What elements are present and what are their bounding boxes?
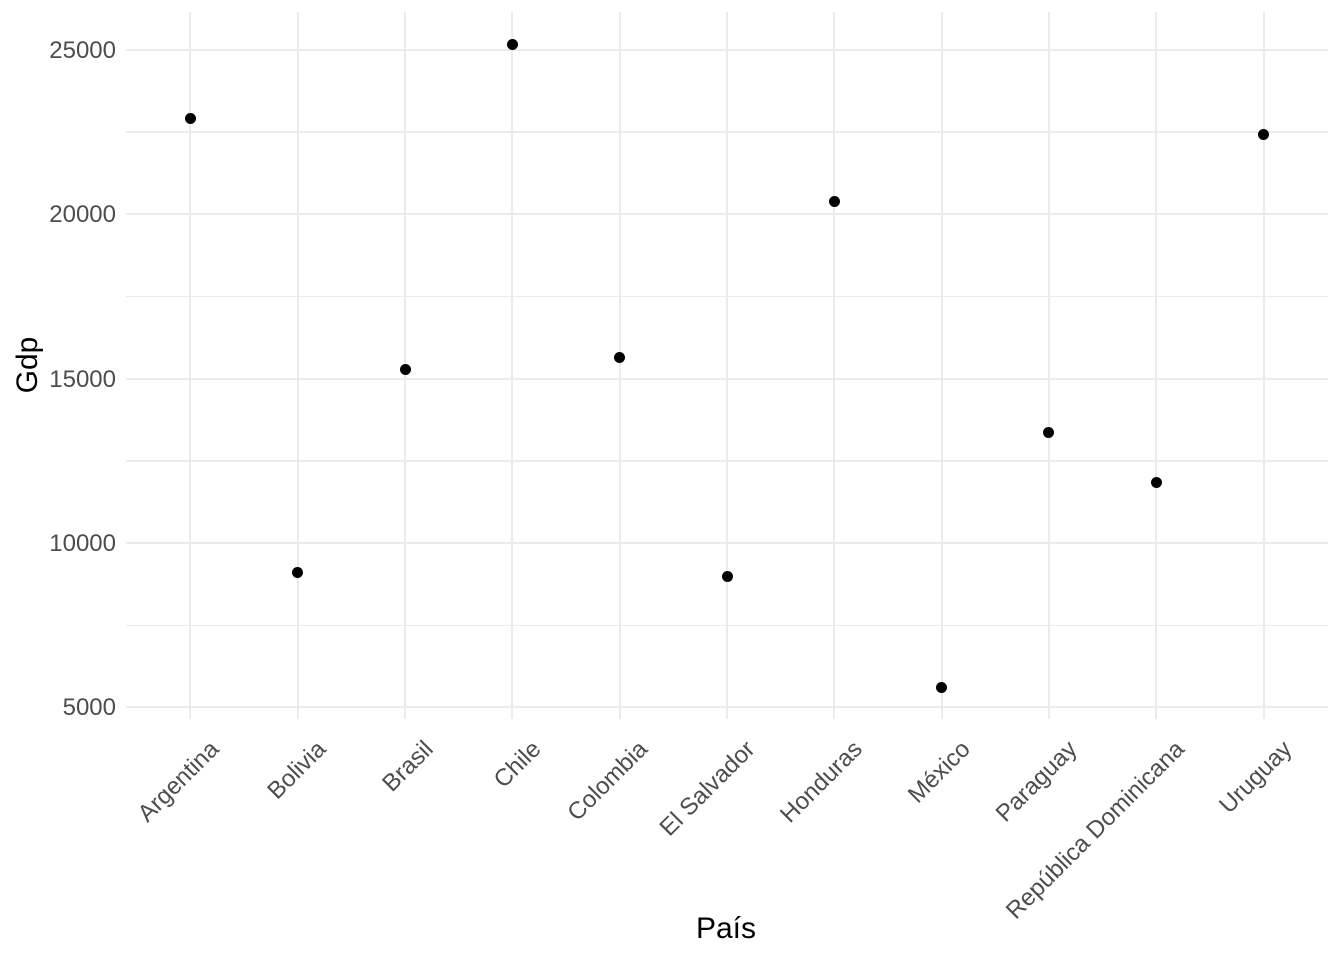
data-point-el-salvador xyxy=(721,571,733,583)
data-point-bolivia xyxy=(292,566,304,578)
x-tick-label-colombia: Colombia xyxy=(562,735,654,827)
x-tick-label-argentina: Argentina xyxy=(132,735,225,828)
x-gridline-mexico xyxy=(940,12,943,719)
data-point-honduras xyxy=(828,195,840,207)
x-gridline-uruguay xyxy=(1262,12,1265,719)
data-point-chile xyxy=(506,38,518,50)
x-gridline-chile xyxy=(511,12,514,719)
y-tick-label-5000: 5000 xyxy=(62,694,116,722)
data-point-brasil xyxy=(399,364,411,376)
x-tick-label-uruguay: Uruguay xyxy=(1214,735,1298,819)
x-tick-label-el-salvador: El Salvador xyxy=(654,735,761,842)
data-point-mexico xyxy=(936,681,948,693)
data-point-colombia xyxy=(614,352,626,364)
x-gridline-bolivia xyxy=(296,12,299,719)
x-gridline-republica-dominicana xyxy=(1155,12,1158,719)
data-point-paraguay xyxy=(1043,426,1055,438)
y-tick-label-15000: 15000 xyxy=(49,365,116,393)
x-gridline-el-salvador xyxy=(726,12,728,719)
x-tick-label-republica-dominicana: República Dominicana xyxy=(1001,735,1190,925)
y-tick-label-20000: 20000 xyxy=(49,201,116,229)
x-tick-label-paraguay: Paraguay xyxy=(990,735,1083,828)
data-point-uruguay xyxy=(1258,128,1270,140)
x-tick-label-honduras: Honduras xyxy=(775,735,869,829)
x-gridline-colombia xyxy=(618,12,621,719)
x-axis-title: País xyxy=(695,912,757,945)
y-axis-title: Gdp xyxy=(11,336,44,394)
data-point-argentina xyxy=(184,112,196,124)
y-tick-label-10000: 10000 xyxy=(49,530,116,558)
x-tick-label-mexico: México xyxy=(902,735,976,809)
x-gridline-paraguay xyxy=(1047,12,1050,719)
x-tick-label-brasil: Brasil xyxy=(377,735,439,798)
x-tick-label-chile: Chile xyxy=(488,735,547,794)
y-tick-label-25000: 25000 xyxy=(49,37,116,64)
x-gridline-honduras xyxy=(833,12,836,719)
data-point-republica-dominicana xyxy=(1150,477,1162,489)
x-tick-label-bolivia: Bolivia xyxy=(262,735,332,805)
x-gridline-argentina xyxy=(189,12,192,719)
